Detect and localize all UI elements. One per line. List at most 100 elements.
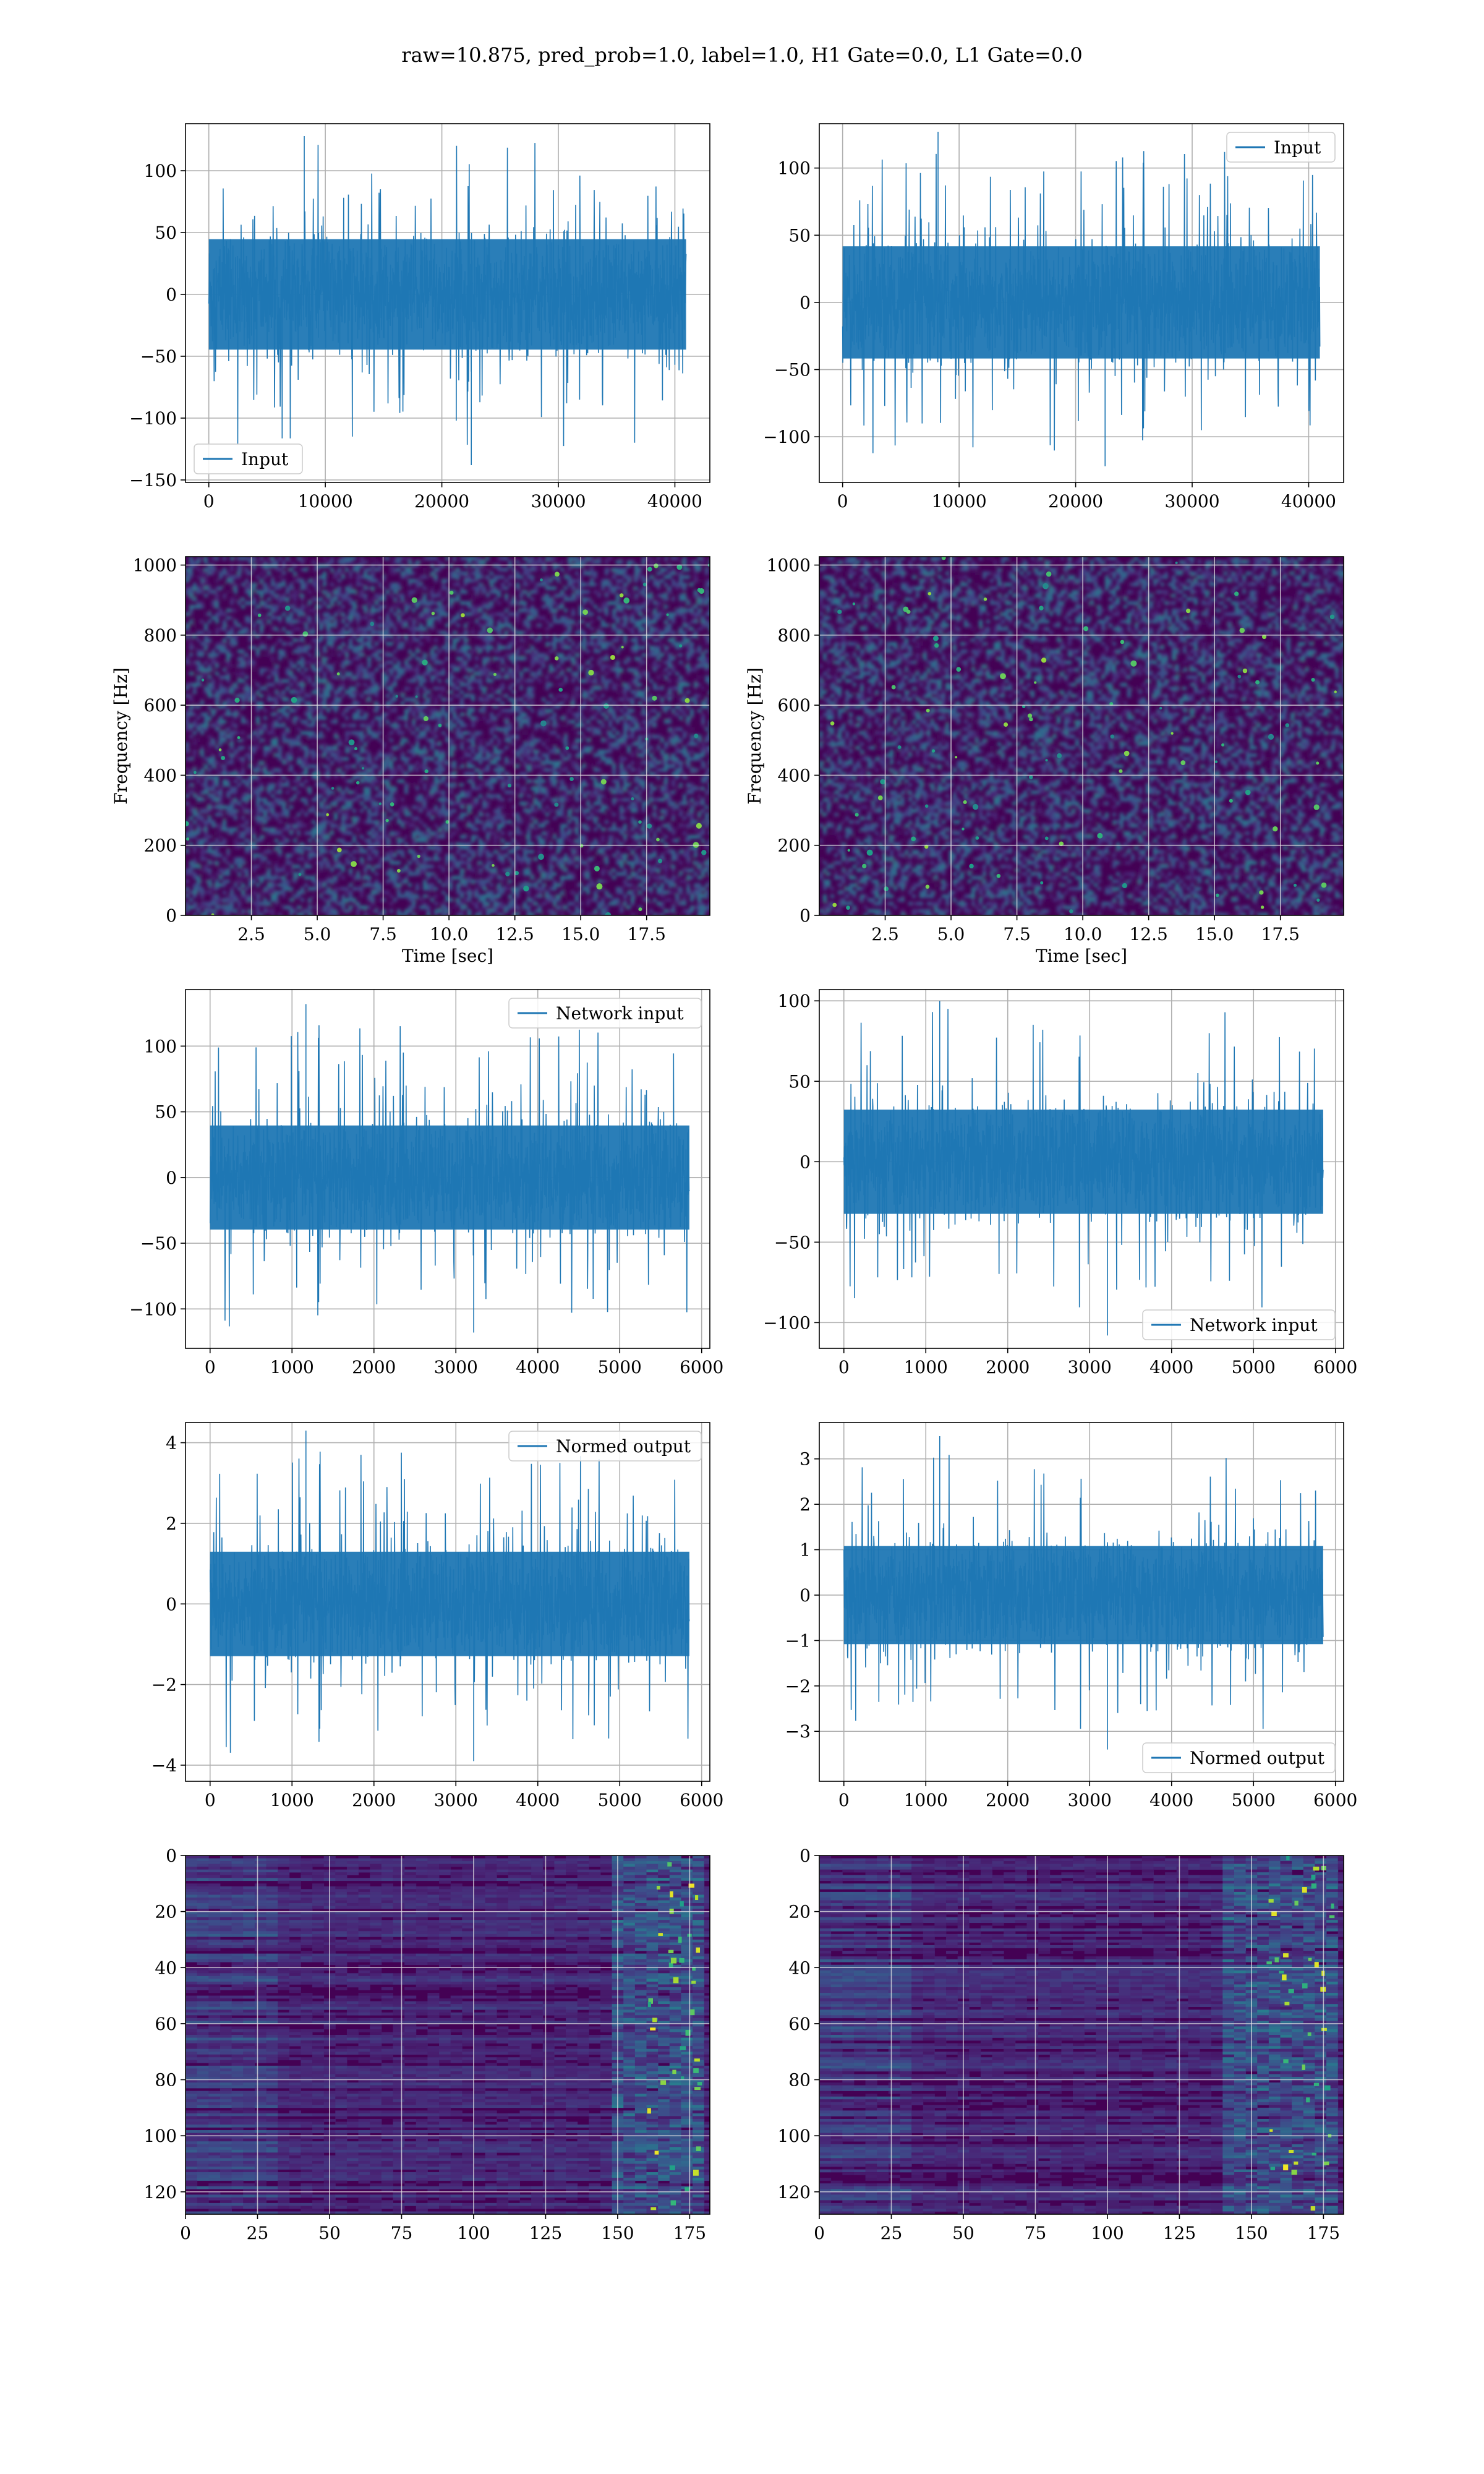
legend-box <box>508 998 702 1029</box>
panel-normed-output-h1: 0 1000 2000 3000 4000 5000 6000 −4 −2 0 2 4 Normed o… <box>151 1422 724 1810</box>
x-tick-label: 15.0 <box>1195 924 1234 944</box>
legend-box <box>194 443 303 474</box>
y-tick-label: −100 <box>129 408 177 429</box>
x-axis-label: Time [sec] <box>402 946 493 966</box>
plot-area <box>819 1423 1344 1781</box>
ticks: 0 25 50 75 100 125 150 175 0 20 40 60 80 100 120 <box>778 1846 1341 2243</box>
series-extremes <box>939 1436 1108 1750</box>
x-tick-label: 7.5 <box>1003 924 1031 944</box>
grid <box>186 1856 710 2214</box>
plot-area <box>819 1856 1344 2214</box>
y-tick-label: −50 <box>774 360 811 380</box>
y-tick-label: 1000 <box>767 555 811 576</box>
x-tick-label: 0 <box>205 1357 216 1377</box>
x-tick-label: 4000 <box>516 1357 560 1377</box>
x-tick-label: 4000 <box>1149 1357 1193 1377</box>
y-tick-label: 100 <box>778 991 811 1011</box>
ticks: 0 1000 2000 3000 4000 5000 6000 −4 −2 0 2 4 <box>151 1433 724 1810</box>
y-tick-label: 0 <box>800 1152 811 1172</box>
x-tick-label: 2000 <box>352 1790 396 1810</box>
y-tick-label: 800 <box>778 625 811 646</box>
y-tick-label: 20 <box>155 1902 177 1922</box>
x-tick-label: 3000 <box>434 1357 478 1377</box>
y-tick-label: −100 <box>763 427 811 447</box>
y-tick-label: 60 <box>155 2014 177 2034</box>
x-tick-label: 2000 <box>352 1357 396 1377</box>
y-tick-label: 800 <box>144 625 177 646</box>
legend-box <box>1142 1309 1336 1340</box>
axes-frame <box>819 1855 1344 2215</box>
ticks: 0 10000 20000 30000 40000 −150 −100 −50 0 50 100 <box>129 161 702 511</box>
series-core <box>210 1125 689 1230</box>
plot-area <box>819 990 1344 1348</box>
x-tick-label: 2.5 <box>871 924 899 944</box>
ticks: 0 10000 20000 30000 40000 −100 −50 0 50 100 <box>763 158 1336 511</box>
series-extremes <box>939 1001 1108 1336</box>
x-tick-label: 150 <box>1235 2223 1268 2243</box>
y-tick-label: −50 <box>140 1233 177 1254</box>
x-tick-label: 150 <box>601 2223 634 2243</box>
x-tick-label: 17.5 <box>1261 924 1300 944</box>
y-tick-label: 1 <box>800 1540 811 1560</box>
y-tick-label: 3 <box>800 1449 811 1470</box>
y-tick-label: 120 <box>778 2182 811 2202</box>
legend-label: Input <box>241 449 289 469</box>
feature-map-hotspots <box>647 1862 702 2211</box>
axes-frame <box>185 556 710 916</box>
y-tick-label: 20 <box>788 1902 811 1922</box>
legend: Input <box>194 443 303 474</box>
x-tick-label: 2.5 <box>237 924 265 944</box>
x-tick-label: 6000 <box>680 1357 723 1377</box>
legend-label: Input <box>1274 137 1321 158</box>
x-tick-label: 5000 <box>1232 1790 1276 1810</box>
y-tick-label: 100 <box>144 1036 177 1056</box>
x-tick-label: 0 <box>838 1790 850 1810</box>
plot-area <box>186 1423 710 1781</box>
y-tick-label: 0 <box>800 293 811 313</box>
x-tick-label: 100 <box>457 2223 490 2243</box>
series-core <box>842 246 1320 359</box>
x-tick-label: 40000 <box>647 491 702 511</box>
y-tick-label: 0 <box>166 1846 177 1866</box>
x-tick-label: 0 <box>203 491 215 511</box>
y-axis-label: Frequency [Hz] <box>111 667 131 804</box>
y-tick-label: 0 <box>166 285 177 305</box>
y-tick-label: 0 <box>166 1594 177 1614</box>
y-tick-label: 60 <box>788 2014 811 2034</box>
axes-frame <box>185 1855 710 2215</box>
panel-network-input-l1: 0 1000 2000 3000 4000 5000 6000 −100 −50 0 50 100 Ne… <box>763 989 1357 1377</box>
x-tick-label: 10000 <box>298 491 353 511</box>
x-tick-label: 25 <box>881 2223 903 2243</box>
panel-spectrogram-h1: 2.5 5.0 7.5 10.0 12.5 15.0 17.5 0 200 400 600 800 10… <box>111 555 710 966</box>
y-tick-label: 0 <box>800 1846 811 1866</box>
series-extremes <box>304 136 472 465</box>
x-tick-label: 75 <box>1025 2223 1047 2243</box>
y-tick-label: −1 <box>785 1630 811 1651</box>
x-tick-label: 0 <box>838 1357 850 1377</box>
y-tick-label: −100 <box>129 1299 177 1319</box>
y-tick-label: 2 <box>800 1494 811 1515</box>
x-tick-label: 5000 <box>598 1790 642 1810</box>
x-tick-label: 6000 <box>1313 1357 1357 1377</box>
panel-network-input-h1: 0 1000 2000 3000 4000 5000 6000 −100 −50 0 50 100 Ne… <box>129 989 723 1377</box>
y-tick-label: 400 <box>144 765 177 785</box>
y-tick-label: −100 <box>763 1312 811 1333</box>
y-tick-label: 400 <box>778 765 811 785</box>
x-tick-label: 2000 <box>986 1357 1030 1377</box>
y-tick-label: 200 <box>778 836 811 856</box>
y-tick-label: 600 <box>778 695 811 716</box>
x-tick-label: 20000 <box>414 491 469 511</box>
plot-area <box>186 990 710 1348</box>
panel-input-l1: 0 10000 20000 30000 40000 −100 −50 0 50 100 Input <box>763 123 1344 511</box>
legend-label: Normed output <box>556 1436 691 1457</box>
x-tick-label: 0 <box>180 2223 191 2243</box>
axes-frame <box>819 989 1344 1349</box>
x-tick-label: 175 <box>1307 2223 1340 2243</box>
y-tick-label: −50 <box>774 1232 811 1252</box>
x-tick-label: 175 <box>673 2223 706 2243</box>
x-tick-label: 10.0 <box>1064 924 1102 944</box>
legend: Normed output <box>1142 1742 1336 1773</box>
x-tick-label: 1000 <box>270 1357 314 1377</box>
x-tick-label: 10000 <box>932 491 987 511</box>
x-tick-label: 6000 <box>680 1790 723 1810</box>
